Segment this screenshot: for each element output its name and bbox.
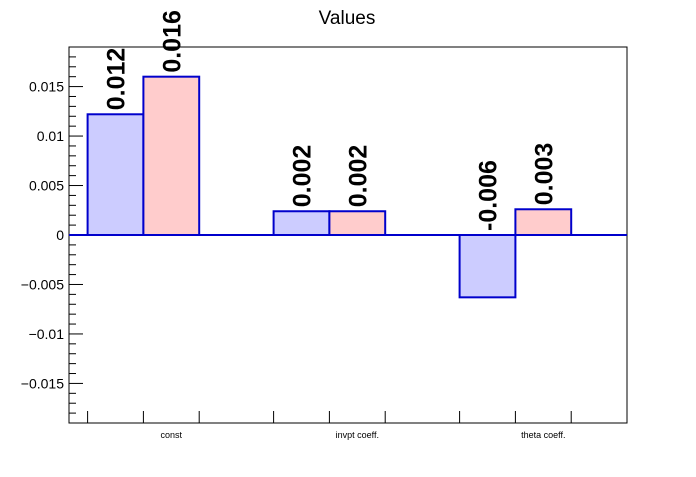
y-tick-label: 0.005	[29, 178, 64, 194]
bar-invpt-coeff--1	[272, 210, 331, 236]
bar-value-label: 0.002	[289, 145, 317, 208]
y-tick-label: 0	[56, 227, 64, 243]
bar-value-label: -0.006	[475, 160, 503, 231]
bar-value-label: 0.012	[103, 48, 131, 111]
y-tick-label: −0.01	[29, 326, 65, 342]
bar-value-label: 0.003	[530, 143, 558, 206]
bar-const-2	[142, 75, 201, 237]
bars-group	[69, 75, 627, 299]
x-category-label: const	[161, 430, 183, 440]
y-axis-ticks: 0.015 0.01 0.005 0 −0.005 −0.01 −0.015	[21, 46, 83, 424]
y-tick-label: 0.015	[29, 79, 64, 95]
data-labels-group: 0.012 0.016 0.002 0.002 -0.006 0.003	[103, 10, 559, 231]
chart-title: Values	[319, 8, 376, 29]
bar-value-label: 0.016	[158, 10, 186, 73]
bar-value-label: 0.002	[344, 145, 372, 208]
x-category-label: invpt coeff.	[336, 430, 379, 440]
bar-invpt-coeff--2	[328, 210, 387, 236]
y-tick-label: 0.01	[37, 128, 64, 144]
bar-theta-coeff--1	[458, 234, 517, 299]
x-category-label: theta coeff.	[521, 430, 565, 440]
x-axis-categories: const invpt coeff. theta coeff.	[161, 430, 566, 440]
bar-theta-coeff--2	[514, 208, 573, 236]
y-tick-label: −0.015	[21, 375, 64, 391]
bar-const-1	[86, 113, 145, 236]
x-axis-ticks	[87, 411, 572, 423]
y-tick-label: −0.005	[21, 276, 64, 292]
